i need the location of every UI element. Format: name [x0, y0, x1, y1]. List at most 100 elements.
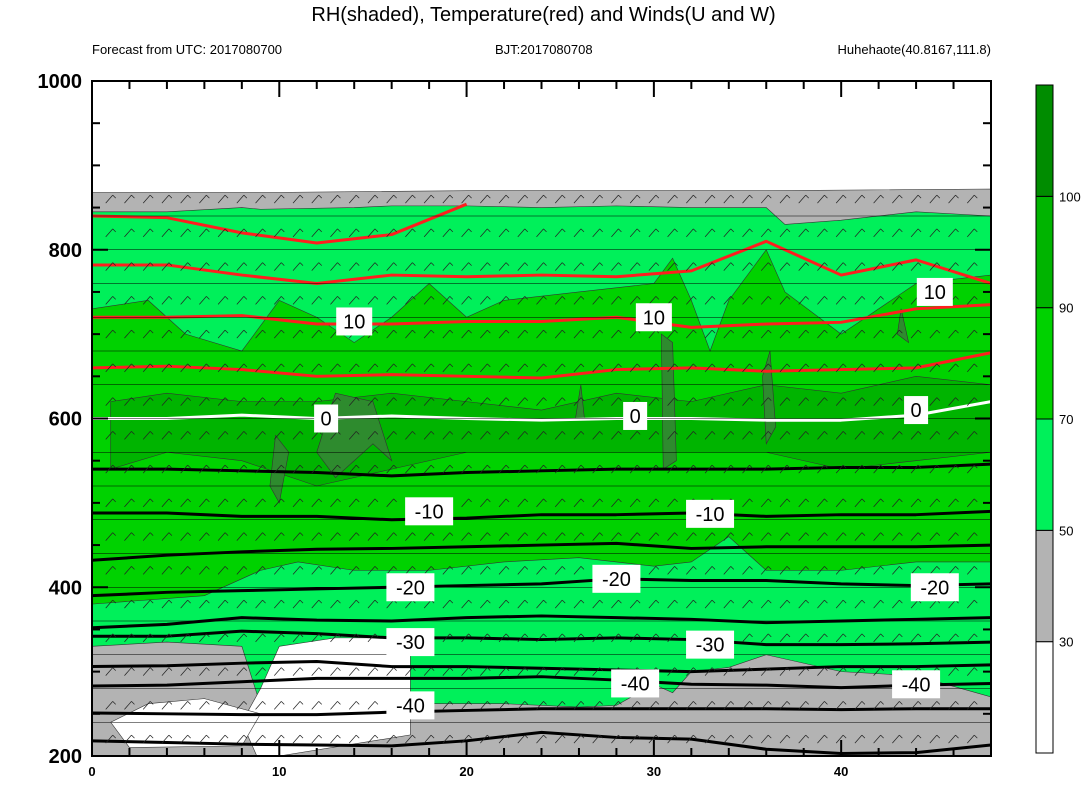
wind-barb-flag: [281, 262, 285, 266]
wind-barb: [292, 566, 301, 575]
wind-barb-flag: [524, 532, 529, 536]
wind-barb-flag: [880, 363, 884, 368]
wind-barb-flag: [880, 228, 884, 233]
wind-barb-flag: [281, 532, 285, 536]
wind-barb: [405, 228, 413, 238]
wind-barb: [629, 633, 638, 643]
wind-barb-flag: [430, 194, 435, 199]
wind-barb-flag: [861, 194, 866, 199]
wind-barb-flag: [393, 498, 397, 503]
wind-barb-flag: [674, 296, 678, 300]
wind-barb-flag: [374, 262, 379, 266]
wind-barb: [517, 296, 526, 305]
wind-barb-flag: [655, 633, 660, 638]
wind-barb-flag: [768, 194, 772, 199]
wind-barb-flag: [187, 194, 191, 199]
wind-barb-flag: [674, 228, 678, 233]
wind-barb: [629, 701, 638, 710]
wind-barb: [929, 566, 938, 575]
wind-barb-flag: [899, 194, 903, 199]
wind-barb: [180, 397, 188, 406]
wind-barb-flag: [318, 228, 322, 233]
wind-barb: [629, 262, 638, 271]
wind-barb-flag: [861, 734, 866, 739]
wind-barb-flag: [449, 397, 454, 401]
wind-barb-flag: [936, 734, 941, 739]
wind-barb: [629, 228, 638, 238]
wind-barb-flag: [412, 194, 416, 199]
wind-barb: [236, 228, 245, 238]
wind-barb: [779, 667, 788, 676]
wind-barb: [405, 734, 413, 744]
wind-barb-flag: [243, 667, 248, 671]
wind-barb-flag: [974, 262, 978, 266]
wind-barb: [330, 498, 338, 508]
wind-barb-flag: [618, 228, 622, 233]
wind-barb-flag: [561, 566, 566, 570]
wind-barb-flag: [168, 633, 173, 638]
wind-barb-flag: [636, 262, 641, 266]
wind-barb-flag: [955, 498, 959, 503]
wind-barb-flag: [899, 329, 903, 334]
wind-barb: [105, 296, 113, 305]
wind-barb-flag: [768, 431, 772, 435]
wind-barb: [723, 397, 732, 406]
wind-barb-flag: [412, 532, 416, 536]
temperature-line-12: [92, 303, 991, 329]
wind-barb: [386, 262, 394, 271]
wind-barb: [629, 464, 638, 474]
wind-barb: [274, 667, 282, 676]
wind-barb: [686, 397, 694, 406]
wind-barb-flag: [543, 498, 547, 503]
wind-barb-flag: [206, 498, 210, 503]
wind-barb-flag: [730, 667, 735, 671]
wind-barb-flag: [524, 397, 529, 401]
wind-barb: [798, 498, 806, 508]
wind-barb: [667, 566, 675, 575]
wind-barb-flag: [281, 431, 285, 435]
wind-barb: [798, 296, 806, 305]
wind-barb-flag: [262, 532, 266, 536]
wind-barb: [817, 194, 825, 204]
wind-barb-flag: [580, 734, 585, 739]
wind-barb-flag: [805, 532, 809, 536]
wind-barb-flag: [899, 363, 903, 368]
wind-barb: [330, 431, 338, 440]
wind-barb-flag: [430, 228, 435, 233]
wind-barb: [292, 633, 301, 643]
wind-barb-flag: [880, 566, 884, 570]
wind-barb: [423, 599, 432, 609]
wind-barb: [367, 262, 376, 271]
wind-barb-flag: [768, 363, 772, 368]
wind-barb: [798, 532, 806, 541]
wind-barb-flag: [318, 296, 322, 300]
wind-barb: [536, 296, 544, 305]
wind-barb-flag: [805, 363, 809, 368]
wind-barb-flag: [917, 431, 922, 435]
wind-barb-flag: [412, 262, 416, 266]
wind-barb-flag: [393, 228, 397, 233]
wind-barb: [779, 296, 788, 305]
wind-barb: [873, 329, 881, 339]
temperature-line-2: [92, 675, 991, 690]
wind-barb-flag: [318, 734, 322, 739]
wind-barb: [573, 633, 582, 643]
wind-barb-flag: [374, 464, 379, 469]
wind-barb: [498, 296, 507, 305]
wind-barb: [536, 498, 544, 508]
wind-barb: [161, 498, 170, 508]
wind-barb: [142, 397, 151, 406]
wind-barb: [255, 397, 263, 406]
wind-barb: [311, 194, 320, 204]
wind-barb-flag: [824, 464, 828, 469]
wind-barb-flag: [281, 734, 285, 739]
temperature-line-3: [92, 660, 991, 674]
wind-barb-flag: [337, 734, 341, 739]
wind-barb-flag: [543, 701, 547, 705]
wind-barb-flag: [824, 431, 828, 435]
wind-barb-flag: [112, 498, 116, 503]
wind-barb: [199, 228, 207, 238]
wind-barb: [667, 363, 675, 373]
wind-barb-flag: [693, 566, 697, 570]
wind-barb: [704, 296, 713, 305]
